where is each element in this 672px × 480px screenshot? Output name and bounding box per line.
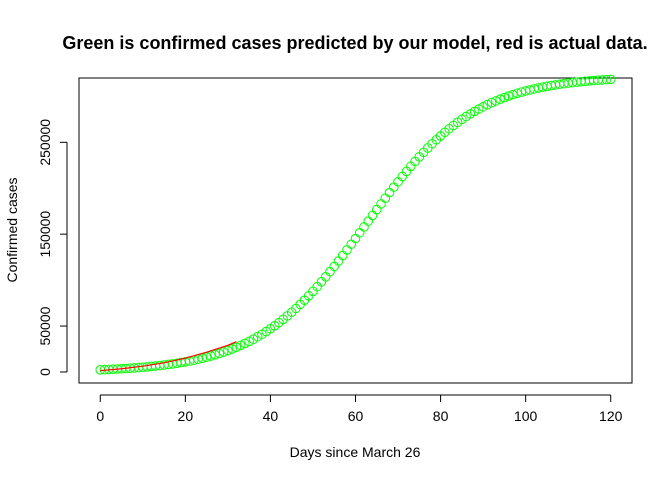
x-tick-label: 0 <box>96 408 104 424</box>
predicted-point <box>223 345 233 356</box>
y-tick-label: 250000 <box>37 119 53 166</box>
predicted-point <box>231 342 242 353</box>
predicted-point <box>601 74 612 85</box>
predicted-point <box>482 99 493 110</box>
predicted-point <box>380 193 391 204</box>
predicted-point <box>350 233 361 244</box>
y-tick-label: 0 <box>37 368 53 376</box>
chart-title: Green is confirmed cases predicted by ou… <box>62 33 647 53</box>
x-tick-label: 60 <box>348 408 364 424</box>
predicted-point <box>346 239 357 250</box>
x-tick-label: 40 <box>263 408 279 424</box>
plot-box <box>78 77 633 384</box>
x-tick-label: 120 <box>599 408 623 424</box>
series-actual <box>100 341 237 372</box>
predicted-point <box>342 245 352 255</box>
predicted-point <box>214 348 225 359</box>
series-predicted <box>95 74 616 375</box>
predicted-point <box>503 91 514 101</box>
predicted-point <box>201 352 212 362</box>
predicted-point <box>393 176 403 187</box>
predicted-point <box>354 227 365 238</box>
predicted-point <box>218 347 229 357</box>
predicted-point <box>359 222 369 232</box>
actual-line <box>100 341 237 372</box>
predicted-point <box>329 261 340 272</box>
predicted-point <box>367 210 378 221</box>
predicted-point <box>227 344 237 354</box>
predicted-point <box>495 94 505 104</box>
y-tick-label: 50000 <box>37 306 53 345</box>
y-tick-label: 150000 <box>37 211 53 258</box>
predicted-point <box>210 350 220 360</box>
predicted-point <box>384 187 395 198</box>
predicted-point <box>605 74 616 85</box>
x-tick-label: 20 <box>178 408 194 424</box>
predicted-point <box>491 96 501 106</box>
y-axis: 0 50000 150000 250000 <box>37 119 68 376</box>
predicted-point <box>206 351 216 361</box>
predicted-point <box>337 250 348 261</box>
x-axis-label: Days since March 26 <box>290 444 421 460</box>
predicted-point <box>371 204 382 215</box>
predicted-point <box>508 89 518 100</box>
predicted-point <box>235 340 246 351</box>
predicted-point <box>376 199 386 209</box>
predicted-point <box>388 182 399 192</box>
x-tick-label: 100 <box>514 408 538 424</box>
y-axis-label: Confirmed cases <box>4 177 20 282</box>
predicted-point <box>486 97 497 108</box>
predicted-point <box>512 88 522 99</box>
x-axis: 0 20 40 60 80 100 120 <box>96 394 623 424</box>
predicted-point <box>333 256 344 266</box>
predicted-point <box>363 216 374 226</box>
x-tick-label: 80 <box>433 408 449 424</box>
predicted-point <box>499 92 510 103</box>
